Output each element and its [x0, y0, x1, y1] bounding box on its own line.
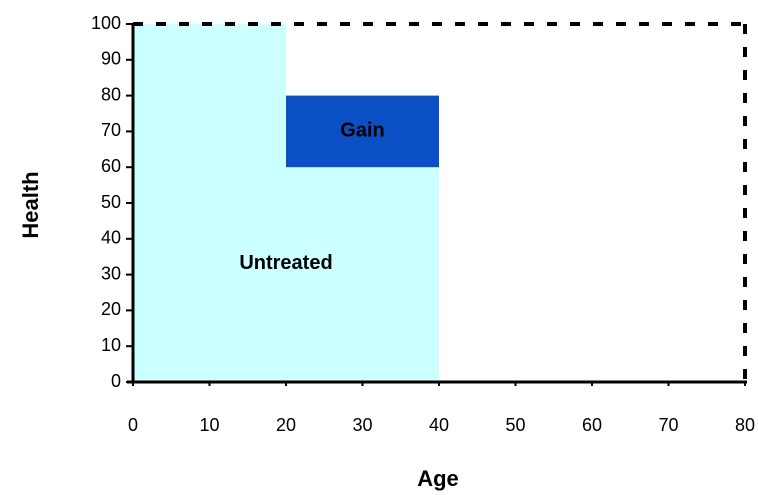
- y-tick-label: 30: [101, 263, 121, 283]
- x-tick-label: 60: [582, 415, 602, 435]
- x-tick-label: 30: [352, 415, 372, 435]
- bar-segment: [286, 167, 439, 382]
- x-tick-label: 70: [658, 415, 678, 435]
- y-tick-label: 40: [101, 228, 121, 248]
- y-tick-label: 20: [101, 299, 121, 319]
- bar-segment: [133, 24, 286, 382]
- x-tick-label: 10: [199, 415, 219, 435]
- x-tick-label: 40: [429, 415, 449, 435]
- x-axis-title: Age: [417, 466, 459, 491]
- x-tick-label: 0: [128, 415, 138, 435]
- y-tick-label: 60: [101, 156, 121, 176]
- y-tick-label: 80: [101, 84, 121, 104]
- bar-segment: [286, 95, 439, 168]
- y-tick-label: 90: [101, 49, 121, 69]
- series-label: Gain: [340, 120, 384, 142]
- x-tick-label: 50: [505, 415, 525, 435]
- y-tick-label: 100: [91, 13, 121, 33]
- x-tick-label: 20: [276, 415, 296, 435]
- x-tick-label: 80: [735, 415, 755, 435]
- series-label: Untreated: [239, 252, 332, 274]
- y-tick-label: 10: [101, 335, 121, 355]
- y-tick-label: 0: [111, 371, 121, 391]
- y-axis-title: Health: [18, 171, 43, 238]
- y-tick-label: 50: [101, 192, 121, 212]
- y-tick-label: 70: [101, 120, 121, 140]
